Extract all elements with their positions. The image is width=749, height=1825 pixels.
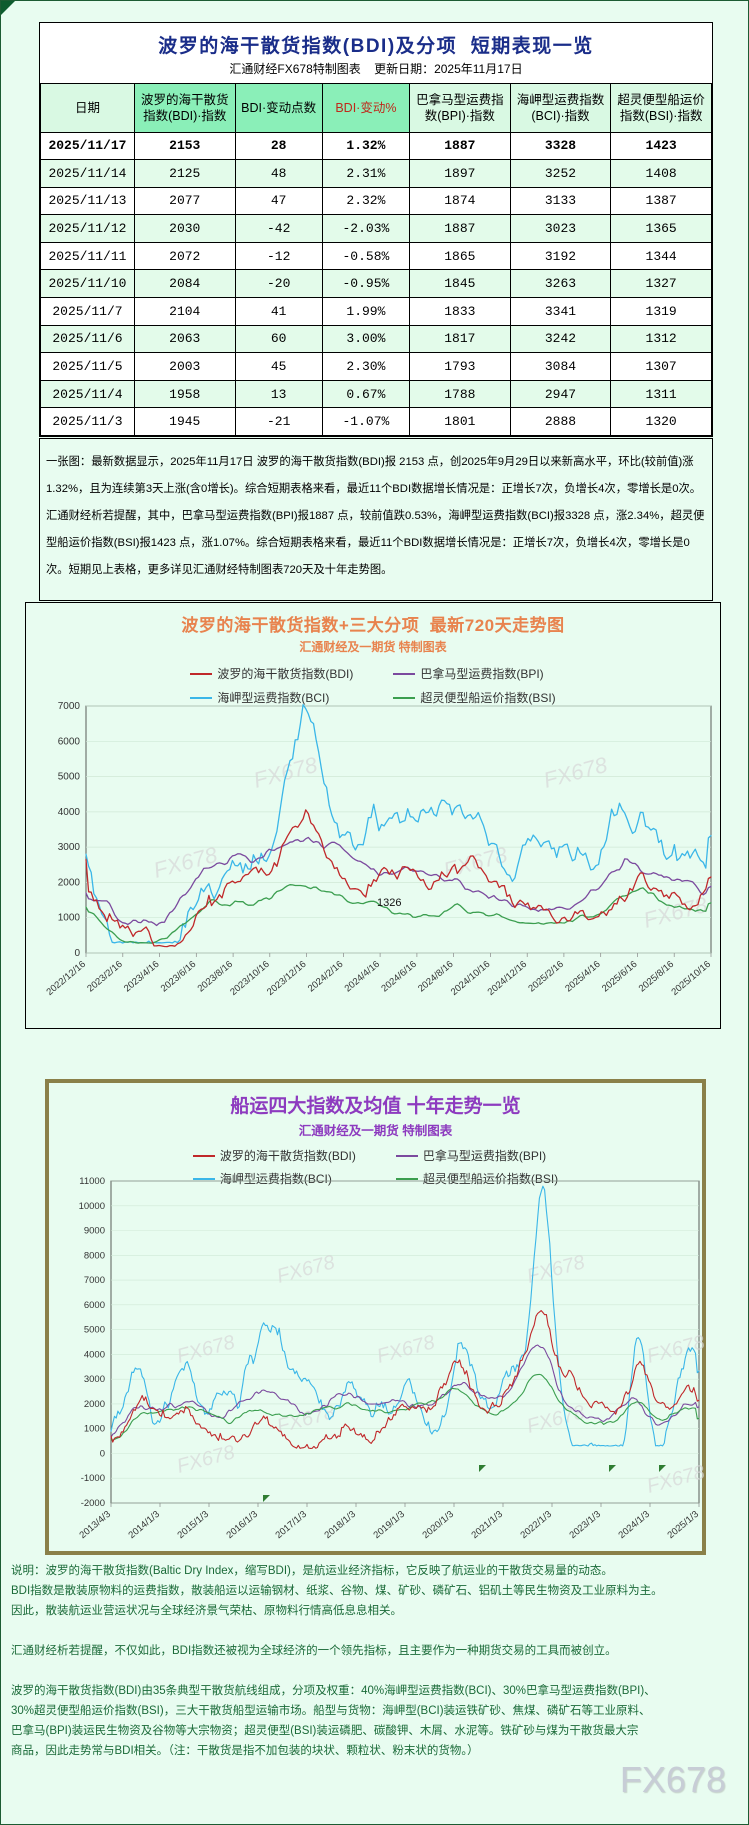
svg-text:2000: 2000 (84, 1399, 105, 1410)
svg-text:2016/1/3: 2016/1/3 (225, 1509, 260, 1541)
svg-text:2017/1/3: 2017/1/3 (274, 1509, 309, 1541)
svg-text:2025/1/3: 2025/1/3 (666, 1509, 701, 1541)
svg-text:7000: 7000 (84, 1275, 105, 1286)
svg-text:0: 0 (74, 948, 80, 959)
svg-text:2024/12/16: 2024/12/16 (486, 959, 529, 998)
svg-text:2015/1/3: 2015/1/3 (176, 1509, 211, 1541)
svg-text:0: 0 (100, 1449, 105, 1460)
svg-text:11000: 11000 (79, 1176, 105, 1187)
svg-text:2018/1/3: 2018/1/3 (323, 1509, 358, 1541)
svg-text:4000: 4000 (58, 807, 81, 818)
svg-text:5000: 5000 (84, 1325, 105, 1336)
svg-text:2024/6/16: 2024/6/16 (379, 959, 418, 995)
svg-text:FX678: FX678 (541, 752, 611, 793)
svg-text:FX678: FX678 (525, 1401, 588, 1438)
svg-text:3000: 3000 (84, 1374, 105, 1385)
svg-text:2019/1/3: 2019/1/3 (372, 1509, 407, 1541)
svg-text:2023/6/16: 2023/6/16 (159, 959, 198, 995)
svg-text:-2000: -2000 (81, 1498, 105, 1509)
svg-text:FX678: FX678 (151, 842, 221, 883)
svg-text:2024/1/3: 2024/1/3 (617, 1509, 652, 1541)
svg-text:2023/4/16: 2023/4/16 (122, 959, 161, 995)
svg-text:2021/1/3: 2021/1/3 (470, 1509, 505, 1541)
svg-text:2022/1/3: 2022/1/3 (519, 1509, 554, 1541)
svg-text:2023/2/16: 2023/2/16 (85, 959, 124, 995)
svg-text:10000: 10000 (79, 1201, 105, 1212)
svg-text:2022/12/16: 2022/12/16 (44, 959, 87, 998)
svg-text:FX678: FX678 (645, 1461, 708, 1498)
svg-text:2014/1/3: 2014/1/3 (127, 1509, 162, 1541)
svg-text:FX678: FX678 (275, 1251, 338, 1288)
svg-text:2024/2/16: 2024/2/16 (306, 959, 345, 995)
svg-text:2025/10/16: 2025/10/16 (669, 959, 712, 998)
svg-text:FX678: FX678 (175, 1441, 238, 1478)
svg-text:1000: 1000 (58, 913, 81, 924)
svg-text:FX678: FX678 (645, 1331, 708, 1368)
svg-text:7000: 7000 (58, 701, 81, 712)
svg-text:8000: 8000 (84, 1250, 105, 1261)
svg-text:2023/1/3: 2023/1/3 (568, 1509, 603, 1541)
svg-text:1000: 1000 (84, 1424, 105, 1435)
svg-text:2025/6/16: 2025/6/16 (600, 959, 639, 995)
svg-text:FX678: FX678 (251, 752, 321, 793)
svg-text:2023/10/16: 2023/10/16 (228, 959, 271, 998)
svg-text:2025/4/16: 2025/4/16 (563, 959, 602, 995)
svg-text:-1000: -1000 (81, 1473, 105, 1484)
svg-text:9000: 9000 (84, 1226, 105, 1237)
svg-text:2000: 2000 (58, 877, 81, 888)
svg-text:2025/2/16: 2025/2/16 (526, 959, 565, 995)
svg-text:2024/4/16: 2024/4/16 (343, 959, 382, 995)
svg-text:4000: 4000 (84, 1349, 105, 1360)
svg-text:5000: 5000 (58, 772, 81, 783)
svg-text:FX678: FX678 (375, 1331, 438, 1368)
svg-text:2023/12/16: 2023/12/16 (265, 959, 308, 998)
svg-text:6000: 6000 (58, 736, 81, 747)
svg-text:2024/10/16: 2024/10/16 (449, 959, 492, 998)
svg-text:FX678: FX678 (175, 1331, 238, 1368)
svg-text:6000: 6000 (84, 1300, 105, 1311)
svg-text:1326: 1326 (377, 897, 401, 909)
svg-text:3000: 3000 (58, 842, 81, 853)
svg-text:2020/1/3: 2020/1/3 (421, 1509, 456, 1541)
svg-text:2013/4/3: 2013/4/3 (78, 1509, 113, 1541)
